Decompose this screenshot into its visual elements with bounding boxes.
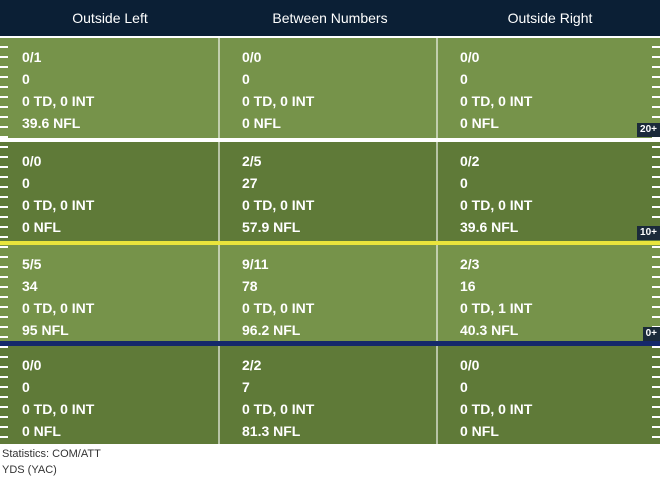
stat-rating: 0 NFL [460, 423, 499, 439]
yard-line-20 [0, 138, 660, 142]
stat-rating: 0 NFL [22, 219, 61, 235]
stat-com-att: 2/2 [242, 357, 262, 373]
stat-td-int: 0 TD, 0 INT [460, 93, 533, 109]
zone-10-plus: 0/0 0 0 TD, 0 INT 0 NFL 2/5 27 0 TD, 0 I… [0, 142, 660, 241]
cell-0-outside-left[interactable]: 5/5 34 0 TD, 0 INT 95 NFL [0, 245, 218, 341]
stat-yds: 0 [22, 379, 30, 395]
stat-rating: 0 NFL [242, 115, 281, 131]
stat-yds: 0 [460, 71, 468, 87]
yard-label-20: 20+ [637, 123, 660, 137]
column-header-outside-right: Outside Right [507, 10, 593, 26]
stat-com-att: 0/0 [22, 357, 42, 373]
cell-10-between-numbers[interactable]: 2/5 27 0 TD, 0 INT 57.9 NFL [218, 142, 436, 241]
field-grid: 0/1 0 0 TD, 0 INT 39.6 NFL 0/0 0 0 TD, 0… [0, 38, 660, 444]
stat-yds: 0 [22, 175, 30, 191]
stat-rating: 39.6 NFL [460, 219, 519, 235]
stat-rating: 96.2 NFL [242, 322, 301, 338]
stat-com-att: 9/11 [242, 256, 269, 272]
stat-rating: 39.6 NFL [22, 115, 81, 131]
stat-td-int: 0 TD, 1 INT [460, 300, 533, 316]
hash-marks-right [652, 38, 660, 444]
stat-rating: 0 NFL [460, 115, 499, 131]
stat-td-int: 0 TD, 0 INT [22, 93, 95, 109]
stat-rating: 57.9 NFL [242, 219, 301, 235]
stat-td-int: 0 TD, 0 INT [22, 197, 95, 213]
stat-yds: 27 [242, 175, 258, 191]
yard-label-0: 0+ [642, 327, 660, 341]
cell-behind-between-numbers[interactable]: 2/2 7 0 TD, 0 INT 81.3 NFL [218, 346, 436, 444]
stat-rating: 40.3 NFL [460, 322, 519, 338]
stat-td-int: 0 TD, 0 INT [22, 401, 95, 417]
legend-line-yds: YDS (YAC) [2, 464, 57, 476]
stat-td-int: 0 TD, 0 INT [22, 300, 95, 316]
stat-td-int: 0 TD, 0 INT [242, 93, 315, 109]
stat-com-att: 0/0 [242, 49, 262, 65]
cell-10-outside-left[interactable]: 0/0 0 0 TD, 0 INT 0 NFL [0, 142, 218, 241]
stat-rating: 95 NFL [22, 322, 69, 338]
cell-0-outside-right[interactable]: 2/3 16 0 TD, 1 INT 40.3 NFL [436, 245, 654, 341]
stat-td-int: 0 TD, 0 INT [460, 197, 533, 213]
stat-yds: 34 [22, 278, 38, 294]
stat-com-att: 0/0 [460, 49, 480, 65]
stat-td-int: 0 TD, 0 INT [242, 300, 315, 316]
stat-rating: 0 NFL [22, 423, 61, 439]
stat-com-att: 5/5 [22, 256, 42, 272]
stat-com-att: 0/0 [22, 153, 42, 169]
legend: Statistics: COM/ATT YDS (YAC) [2, 446, 101, 478]
stat-yds: 7 [242, 379, 250, 395]
yard-label-10: 10+ [637, 226, 660, 240]
stat-yds: 0 [460, 379, 468, 395]
zone-20-plus: 0/1 0 0 TD, 0 INT 39.6 NFL 0/0 0 0 TD, 0… [0, 38, 660, 138]
cell-behind-outside-left[interactable]: 0/0 0 0 TD, 0 INT 0 NFL [0, 346, 218, 444]
stat-com-att: 2/3 [460, 256, 480, 272]
stat-com-att: 0/2 [460, 153, 480, 169]
stat-com-att: 0/1 [22, 49, 42, 65]
line-of-scrimmage [0, 341, 660, 346]
stat-yds: 0 [22, 71, 30, 87]
column-header: Outside Left Between Numbers Outside Rig… [0, 0, 660, 36]
zone-behind-los: 0/0 0 0 TD, 0 INT 0 NFL 2/2 7 0 TD, 0 IN… [0, 346, 660, 444]
column-header-outside-left: Outside Left [72, 10, 148, 26]
stat-td-int: 0 TD, 0 INT [242, 401, 315, 417]
stat-yds: 0 [242, 71, 250, 87]
zone-0-plus: 5/5 34 0 TD, 0 INT 95 NFL 9/11 78 0 TD, … [0, 245, 660, 341]
legend-line-com-att: Statistics: COM/ATT [2, 448, 101, 460]
cell-behind-outside-right[interactable]: 0/0 0 0 TD, 0 INT 0 NFL [436, 346, 654, 444]
stat-com-att: 0/0 [460, 357, 480, 373]
cell-20-outside-right[interactable]: 0/0 0 0 TD, 0 INT 0 NFL [436, 38, 654, 138]
cell-10-outside-right[interactable]: 0/2 0 0 TD, 0 INT 39.6 NFL [436, 142, 654, 241]
column-header-between-numbers: Between Numbers [272, 10, 388, 26]
first-down-line [0, 241, 660, 245]
stat-yds: 78 [242, 278, 258, 294]
cell-0-between-numbers[interactable]: 9/11 78 0 TD, 0 INT 96.2 NFL [218, 245, 436, 341]
stat-rating: 81.3 NFL [242, 423, 301, 439]
cell-20-outside-left[interactable]: 0/1 0 0 TD, 0 INT 39.6 NFL [0, 38, 218, 138]
stat-yds: 0 [460, 175, 468, 191]
hash-marks-left [0, 38, 8, 444]
stat-td-int: 0 TD, 0 INT [242, 197, 315, 213]
stat-td-int: 0 TD, 0 INT [460, 401, 533, 417]
stat-com-att: 2/5 [242, 153, 262, 169]
cell-20-between-numbers[interactable]: 0/0 0 0 TD, 0 INT 0 NFL [218, 38, 436, 138]
stat-yds: 16 [460, 278, 476, 294]
